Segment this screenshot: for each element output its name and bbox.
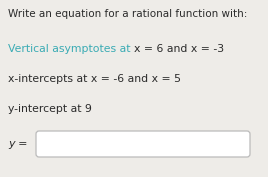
Text: Write an equation for a rational function with:: Write an equation for a rational functio… — [8, 9, 247, 19]
Text: x = 6 and x = -3: x = 6 and x = -3 — [134, 44, 224, 54]
Text: y =: y = — [8, 139, 28, 149]
FancyBboxPatch shape — [36, 131, 250, 157]
Text: y-intercept at 9: y-intercept at 9 — [8, 104, 92, 114]
Text: Vertical asymptotes at: Vertical asymptotes at — [8, 44, 134, 54]
Text: x-intercepts at x = -6 and x = 5: x-intercepts at x = -6 and x = 5 — [8, 74, 181, 84]
